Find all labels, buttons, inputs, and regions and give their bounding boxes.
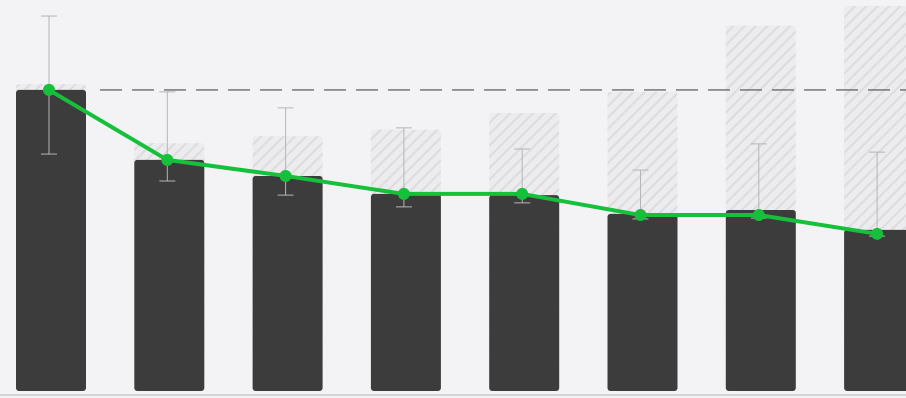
trend-point <box>634 209 647 222</box>
bar <box>725 209 796 391</box>
trend-point <box>279 169 292 182</box>
bar <box>370 193 441 391</box>
bar <box>134 159 205 391</box>
trend-point <box>161 153 174 166</box>
trend-point <box>43 83 55 96</box>
bar <box>489 195 560 391</box>
trend-point <box>752 209 765 222</box>
trend-line <box>47 88 878 236</box>
trend-point <box>516 187 529 200</box>
trend-point <box>397 187 410 200</box>
bar <box>607 213 678 391</box>
bar <box>16 89 86 392</box>
bar <box>252 175 323 391</box>
bar <box>844 229 906 391</box>
trend-point <box>871 227 884 240</box>
